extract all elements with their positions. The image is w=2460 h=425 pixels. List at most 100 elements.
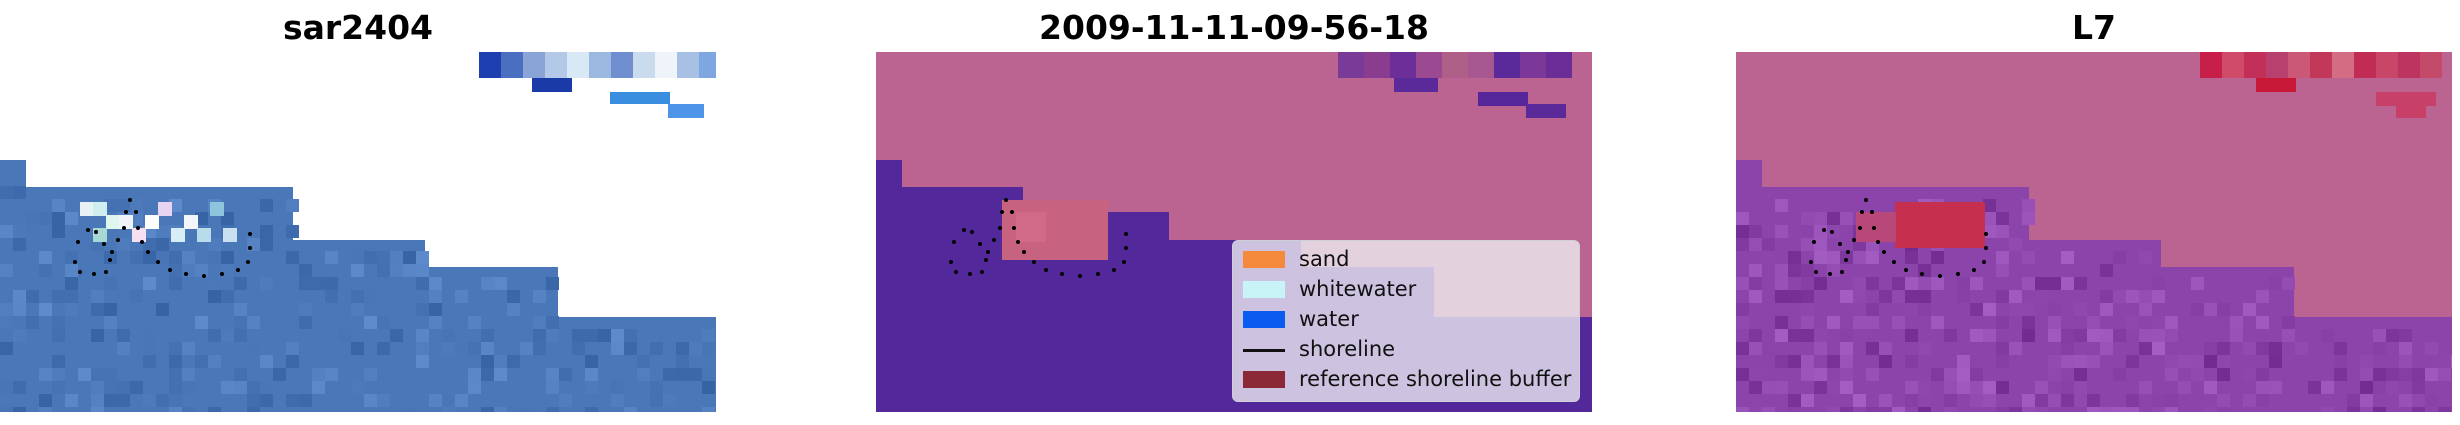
pixel xyxy=(1944,329,1957,342)
pixel xyxy=(2035,290,2048,303)
pixel xyxy=(13,407,26,412)
shoreline-point xyxy=(220,272,224,276)
rgb-image xyxy=(0,52,716,412)
pixel xyxy=(1775,329,1788,342)
pixel xyxy=(156,225,169,238)
pixel xyxy=(2139,381,2152,394)
pixel xyxy=(377,316,390,329)
pixel xyxy=(1853,303,1866,316)
pixel xyxy=(260,238,273,251)
pixel xyxy=(1775,264,1788,277)
pixel xyxy=(1853,316,1866,329)
pixel xyxy=(1866,251,1879,264)
pixel xyxy=(1931,368,1944,381)
pixel xyxy=(195,212,208,225)
shoreline-point xyxy=(1112,268,1116,272)
pixel xyxy=(2009,407,2022,412)
pixel xyxy=(2113,290,2126,303)
legend-item-reference-buffer: reference shoreline buffer xyxy=(1233,365,1579,393)
pixel xyxy=(325,290,338,303)
pixel xyxy=(585,394,598,407)
pixel xyxy=(494,368,507,381)
pixel xyxy=(2204,342,2217,355)
pixel xyxy=(1788,407,1801,412)
shoreline-point xyxy=(1004,198,1008,202)
pixel xyxy=(104,303,117,316)
shoreline-point xyxy=(76,240,80,244)
surf-pixel xyxy=(145,215,159,229)
pixel xyxy=(2269,381,2282,394)
surf-pixel xyxy=(119,215,133,229)
pixel xyxy=(234,277,247,290)
pixel xyxy=(2139,303,2152,316)
shoreline-point xyxy=(122,226,126,230)
pixel xyxy=(2256,290,2269,303)
pixel xyxy=(2269,277,2282,290)
pixel xyxy=(1801,264,1814,277)
shoreline-point xyxy=(128,198,132,202)
pixel xyxy=(2152,342,2165,355)
pixel xyxy=(52,381,65,394)
pixel xyxy=(2048,316,2061,329)
pixel xyxy=(2152,329,2165,342)
pixel xyxy=(104,368,117,381)
pixel xyxy=(2139,277,2152,290)
shoreline-point xyxy=(986,250,990,254)
pixel xyxy=(2100,290,2113,303)
pixel xyxy=(416,277,429,290)
pixel xyxy=(2373,381,2386,394)
pixel xyxy=(2243,342,2256,355)
pixel xyxy=(2152,407,2165,412)
pixel xyxy=(52,277,65,290)
pixel xyxy=(0,316,13,329)
pixel xyxy=(2022,394,2035,407)
cloud-pixel xyxy=(532,78,572,92)
pixel xyxy=(65,303,78,316)
shoreline-point xyxy=(1060,272,1064,276)
pixel xyxy=(286,199,299,212)
shoreline-point xyxy=(1830,230,1834,234)
pixel xyxy=(286,342,299,355)
shoreline-point xyxy=(1016,240,1020,244)
pixel xyxy=(1801,212,1814,225)
pixel xyxy=(0,264,13,277)
cloud-pixel xyxy=(677,52,699,78)
cloud-pixel xyxy=(668,104,704,118)
pixel xyxy=(468,381,481,394)
pixel xyxy=(2204,355,2217,368)
pixel xyxy=(338,329,351,342)
pixel xyxy=(468,368,481,381)
pixel xyxy=(2074,355,2087,368)
pixel xyxy=(2087,329,2100,342)
pixel xyxy=(52,394,65,407)
index-pixel xyxy=(2244,52,2266,78)
pixel xyxy=(1814,212,1827,225)
pixel xyxy=(468,316,481,329)
pixel xyxy=(195,264,208,277)
pixel xyxy=(351,264,364,277)
pixel xyxy=(143,342,156,355)
pixel xyxy=(2074,368,2087,381)
pixel xyxy=(2360,407,2373,412)
pixel xyxy=(13,303,26,316)
shoreline-point xyxy=(124,210,128,214)
pixel xyxy=(221,290,234,303)
shoreline-point xyxy=(1844,258,1848,262)
pixel xyxy=(2061,355,2074,368)
class-pixel xyxy=(1364,52,1390,78)
pixel xyxy=(1957,381,1970,394)
pixel xyxy=(2165,394,2178,407)
pixel xyxy=(442,342,455,355)
cloud-pixel xyxy=(589,52,611,78)
index-pixel xyxy=(2376,92,2436,106)
pixel xyxy=(169,381,182,394)
pixel xyxy=(1983,212,1996,225)
index-pixel xyxy=(2256,78,2296,92)
pixel xyxy=(260,355,273,368)
shoreline-point xyxy=(86,228,90,232)
pixel xyxy=(2087,316,2100,329)
shoreline-point xyxy=(1124,246,1128,250)
pixel xyxy=(299,264,312,277)
pixel xyxy=(2217,368,2230,381)
pixel xyxy=(546,316,559,329)
